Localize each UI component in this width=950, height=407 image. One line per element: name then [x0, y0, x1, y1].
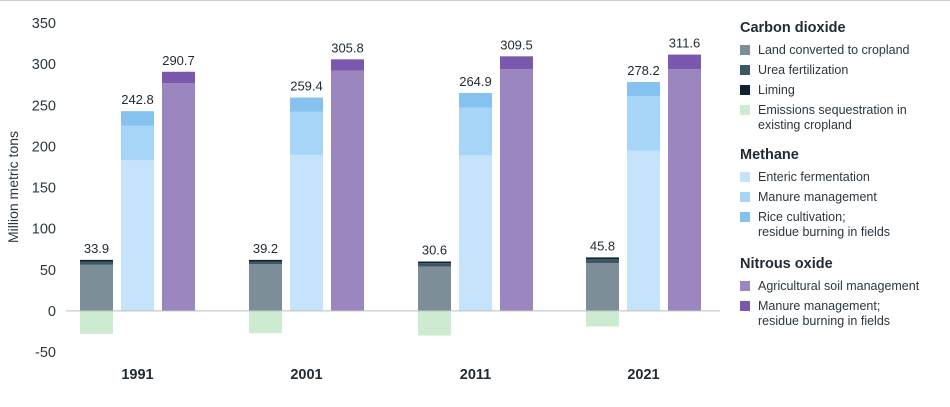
legend-label: Rice cultivation; residue burning in fie…: [758, 210, 891, 239]
bar-segment-1991-carbon-dioxide-land-converted-to-cropland: [80, 264, 113, 311]
bar-segment-2011-nitrous-oxide-manure-management-residue-burning-in-fields: [500, 56, 533, 70]
legend-swatch: [740, 192, 750, 202]
data-label-1991-nitrous-oxide: 290.7: [162, 53, 195, 68]
bar-segment-2001-nitrous-oxide-manure-management-residue-burning-in-fields: [331, 59, 364, 71]
legend-item-liming: Liming: [740, 83, 945, 98]
data-label-2001-carbon-dioxide: 39.2: [253, 241, 278, 256]
data-label-2021-nitrous-oxide: 311.6: [669, 36, 701, 51]
y-axis-label: Million metric tons: [5, 131, 21, 243]
legend-swatch: [740, 281, 750, 291]
data-label-2001-methane: 259.4: [290, 79, 323, 94]
legend-group-nitrous-oxide: Nitrous oxide Agricultural soil managemen…: [740, 256, 945, 329]
legend-label: Agricultural soil management: [758, 279, 920, 293]
bar-segment-1991-nitrous-oxide-agricultural-soil-management: [162, 83, 195, 311]
bar-segment-1991-carbon-dioxide-urea-fertilization: [80, 261, 113, 265]
legend-label: Liming: [758, 83, 795, 97]
bar-segment-2011-carbon-dioxide-urea-fertilization: [418, 263, 451, 267]
x-group-label-1991: 1991: [121, 367, 153, 383]
bar-segment-2021-carbon-dioxide-urea-fertilization: [586, 259, 619, 264]
bar-segment-2021-carbon-dioxide-land-converted-to-cropland: [586, 263, 619, 311]
data-label-2021-methane: 278.2: [627, 63, 660, 78]
y-tick-label-200: 200: [32, 139, 56, 155]
bar-segment-1991-methane-manure-management: [121, 125, 154, 161]
bar-segment-1991-methane-enteric-fermentation: [121, 160, 154, 311]
legend-label: Urea fertilization: [758, 63, 849, 77]
y-tick-label-0: 0: [48, 304, 56, 320]
bar-segment-1991-nitrous-oxide-manure-management-residue-burning-in-fields: [162, 71, 195, 84]
legend-swatch: [740, 85, 750, 95]
bar-segment-2001-methane-enteric-fermentation: [290, 154, 323, 311]
legend-group-methane: Methane Enteric fermentation Manure manage…: [740, 147, 945, 240]
bar-segment-2011-nitrous-oxide-agricultural-soil-management: [500, 69, 533, 311]
bar-segment-2011-carbon-dioxide-liming: [418, 261, 451, 264]
bar-segment-2011-carbon-dioxide-land-converted-to-cropland: [418, 266, 451, 311]
bar-segment-2021-nitrous-oxide-agricultural-soil-management: [668, 69, 701, 311]
bar-segment-2021-carbon-dioxide-emissions-sequestration-in-existing-cropland: [586, 310, 619, 327]
bar-segment-2001-methane-manure-management: [290, 111, 323, 155]
bar-chart: Million metric tons 350 300 250 200 150 100 50 0…: [5, 16, 720, 383]
data-label-2011-nitrous-oxide: 309.5: [500, 37, 533, 52]
x-group-label-2021: 2021: [627, 367, 659, 383]
legend-label: Manure management; residue burning in fi…: [758, 299, 891, 328]
bar-segment-2021-nitrous-oxide-manure-management-residue-burning-in-fields: [668, 54, 701, 70]
data-label-2021-carbon-dioxide: 45.8: [590, 238, 615, 253]
x-group-label-2001: 2001: [290, 367, 322, 383]
data-label-1991-carbon-dioxide: 33.9: [84, 241, 109, 256]
legend-group-carbon-dioxide: Carbon dioxide Land converted to cropland…: [740, 20, 945, 133]
legend-item-urea-fertilization: Urea fertilization: [740, 63, 945, 78]
data-label-2011-methane: 264.9: [459, 74, 492, 89]
legend-item-land-converted-to-cropland: Land converted to cropland: [740, 43, 945, 58]
x-group-label-2011: 2011: [460, 367, 491, 383]
bar-segment-2001-carbon-dioxide-liming: [249, 259, 282, 262]
legend-item-rice-cultivation-residue-burning-in-fields: Rice cultivation; residue burning in fie…: [740, 210, 945, 240]
bar-segment-2001-carbon-dioxide-emissions-sequestration-in-existing-cropland: [249, 310, 282, 334]
bar-segment-1991-methane-rice-cultivation-residue-burning-in-fields: [121, 111, 154, 126]
y-tick-label-50: -50: [35, 345, 56, 361]
legend-label: Enteric fermentation: [758, 170, 870, 184]
legend-group-title: Nitrous oxide: [740, 256, 833, 272]
bar-segment-2011-methane-rice-cultivation-residue-burning-in-fields: [459, 92, 492, 108]
legend-item-enteric-fermentation: Enteric fermentation: [740, 170, 945, 185]
legend-item-emissions-sequestration-in-existing-cropland: Emissions sequestration in existing crop…: [740, 103, 945, 133]
bar-segment-2011-methane-enteric-fermentation: [459, 155, 492, 311]
legend-item-manure-management: Manure management: [740, 190, 945, 205]
data-label-1991-methane: 242.8: [121, 92, 154, 107]
y-tick-label-250: 250: [32, 98, 56, 114]
bar-segment-2021-carbon-dioxide-liming: [586, 257, 619, 260]
chart-legend: Carbon dioxide Land converted to cropland…: [740, 20, 945, 345]
bar-segment-2001-carbon-dioxide-urea-fertilization: [249, 261, 282, 264]
legend-swatch: [740, 212, 750, 222]
bar-segment-2021-methane-rice-cultivation-residue-burning-in-fields: [627, 82, 660, 97]
legend-item-manure-management-residue-burning-in-fields: Manure management; residue burning in fi…: [740, 299, 945, 329]
data-label-2001-nitrous-oxide: 305.8: [331, 40, 364, 55]
y-tick-label-300: 300: [32, 57, 56, 73]
legend-swatch: [740, 172, 750, 182]
bar-segment-2021-methane-enteric-fermentation: [627, 150, 660, 311]
y-tick-label-150: 150: [32, 181, 56, 197]
legend-swatch: [740, 301, 750, 311]
bar-segment-2011-methane-manure-management: [459, 107, 492, 156]
y-tick-label-50: 50: [40, 263, 56, 279]
legend-swatch: [740, 45, 750, 55]
y-tick-label-350: 350: [32, 16, 56, 32]
data-label-2011-carbon-dioxide: 30.6: [422, 243, 447, 258]
bar-segment-1991-carbon-dioxide-emissions-sequestration-in-existing-cropland: [80, 310, 113, 334]
y-tick-label-100: 100: [32, 222, 56, 238]
bar-segment-2001-carbon-dioxide-land-converted-to-cropland: [249, 263, 282, 311]
bar-segment-2001-methane-rice-cultivation-residue-burning-in-fields: [290, 97, 323, 112]
bar-segment-1991-carbon-dioxide-liming: [80, 259, 113, 262]
bar-segment-2001-nitrous-oxide-agricultural-soil-management: [331, 70, 364, 311]
legend-label: Emissions sequestration in existing crop…: [758, 103, 907, 132]
legend-group-title: Methane: [740, 147, 799, 163]
legend-label: Land converted to cropland: [758, 43, 910, 57]
legend-swatch: [740, 105, 750, 115]
top-divider: [0, 0, 950, 1]
legend-swatch: [740, 65, 750, 75]
legend-group-title: Carbon dioxide: [740, 20, 846, 36]
legend-label: Manure management: [758, 190, 877, 204]
bar-segment-2011-carbon-dioxide-emissions-sequestration-in-existing-cropland: [418, 310, 451, 336]
bar-segment-2021-methane-manure-management: [627, 96, 660, 151]
legend-item-agricultural-soil-management: Agricultural soil management: [740, 279, 945, 294]
